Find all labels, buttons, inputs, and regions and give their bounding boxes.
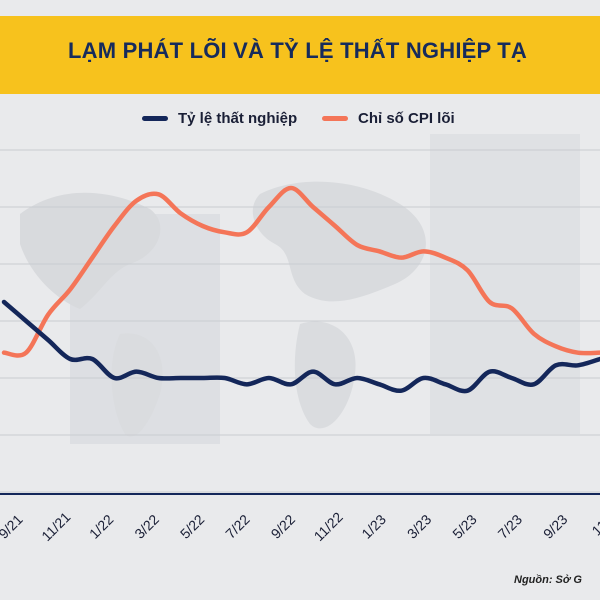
x-tick-label: 9/22 (268, 511, 299, 542)
x-tick-label: 5/22 (177, 511, 208, 542)
title-bar (0, 16, 600, 94)
legend-label: Chỉ số CPI lõi (358, 110, 455, 127)
chart-title: LẠM PHÁT LÕI VÀ TỶ LỆ THẤT NGHIỆP TẠ (68, 38, 528, 63)
continent-shape (294, 321, 356, 429)
background-panel (430, 134, 580, 434)
series-line-core-cpi (1, 185, 600, 358)
continent-shape (111, 333, 163, 437)
legend-item-core-cpi: Chỉ số CPI lõi (322, 110, 455, 127)
continent-shape (252, 181, 426, 302)
x-tick-label: 1/23 (358, 511, 389, 542)
continent-shape (20, 192, 161, 309)
x-tick-label: 9/23 (540, 511, 571, 542)
legend-swatch (322, 116, 348, 121)
legend-swatch (142, 116, 168, 121)
x-tick-label: 11/21 (38, 509, 74, 545)
x-tick-label: 11/ (588, 514, 600, 538)
x-tick-label: 7/23 (495, 511, 526, 542)
x-tick-label: 11/22 (311, 509, 347, 545)
x-tick-label: 3/22 (131, 511, 162, 542)
world-map-background (20, 134, 580, 444)
x-tick-label: 3/23 (404, 511, 435, 542)
legend-label: Tỷ lệ thất nghiệp (178, 110, 298, 127)
x-tick-label: 9/21 (0, 511, 26, 542)
legend: Tỷ lệ thất nghiệp Chỉ số CPI lõi (0, 110, 600, 134)
x-tick-label: 1/22 (86, 511, 117, 542)
x-tick-label: 7/22 (222, 511, 253, 542)
source-note: Nguồn: Sở G (514, 574, 582, 586)
x-tick-label: 5/23 (449, 511, 480, 542)
series-line-unemployment (1, 299, 600, 394)
legend-item-unemployment: Tỷ lệ thất nghiệp (142, 110, 297, 127)
